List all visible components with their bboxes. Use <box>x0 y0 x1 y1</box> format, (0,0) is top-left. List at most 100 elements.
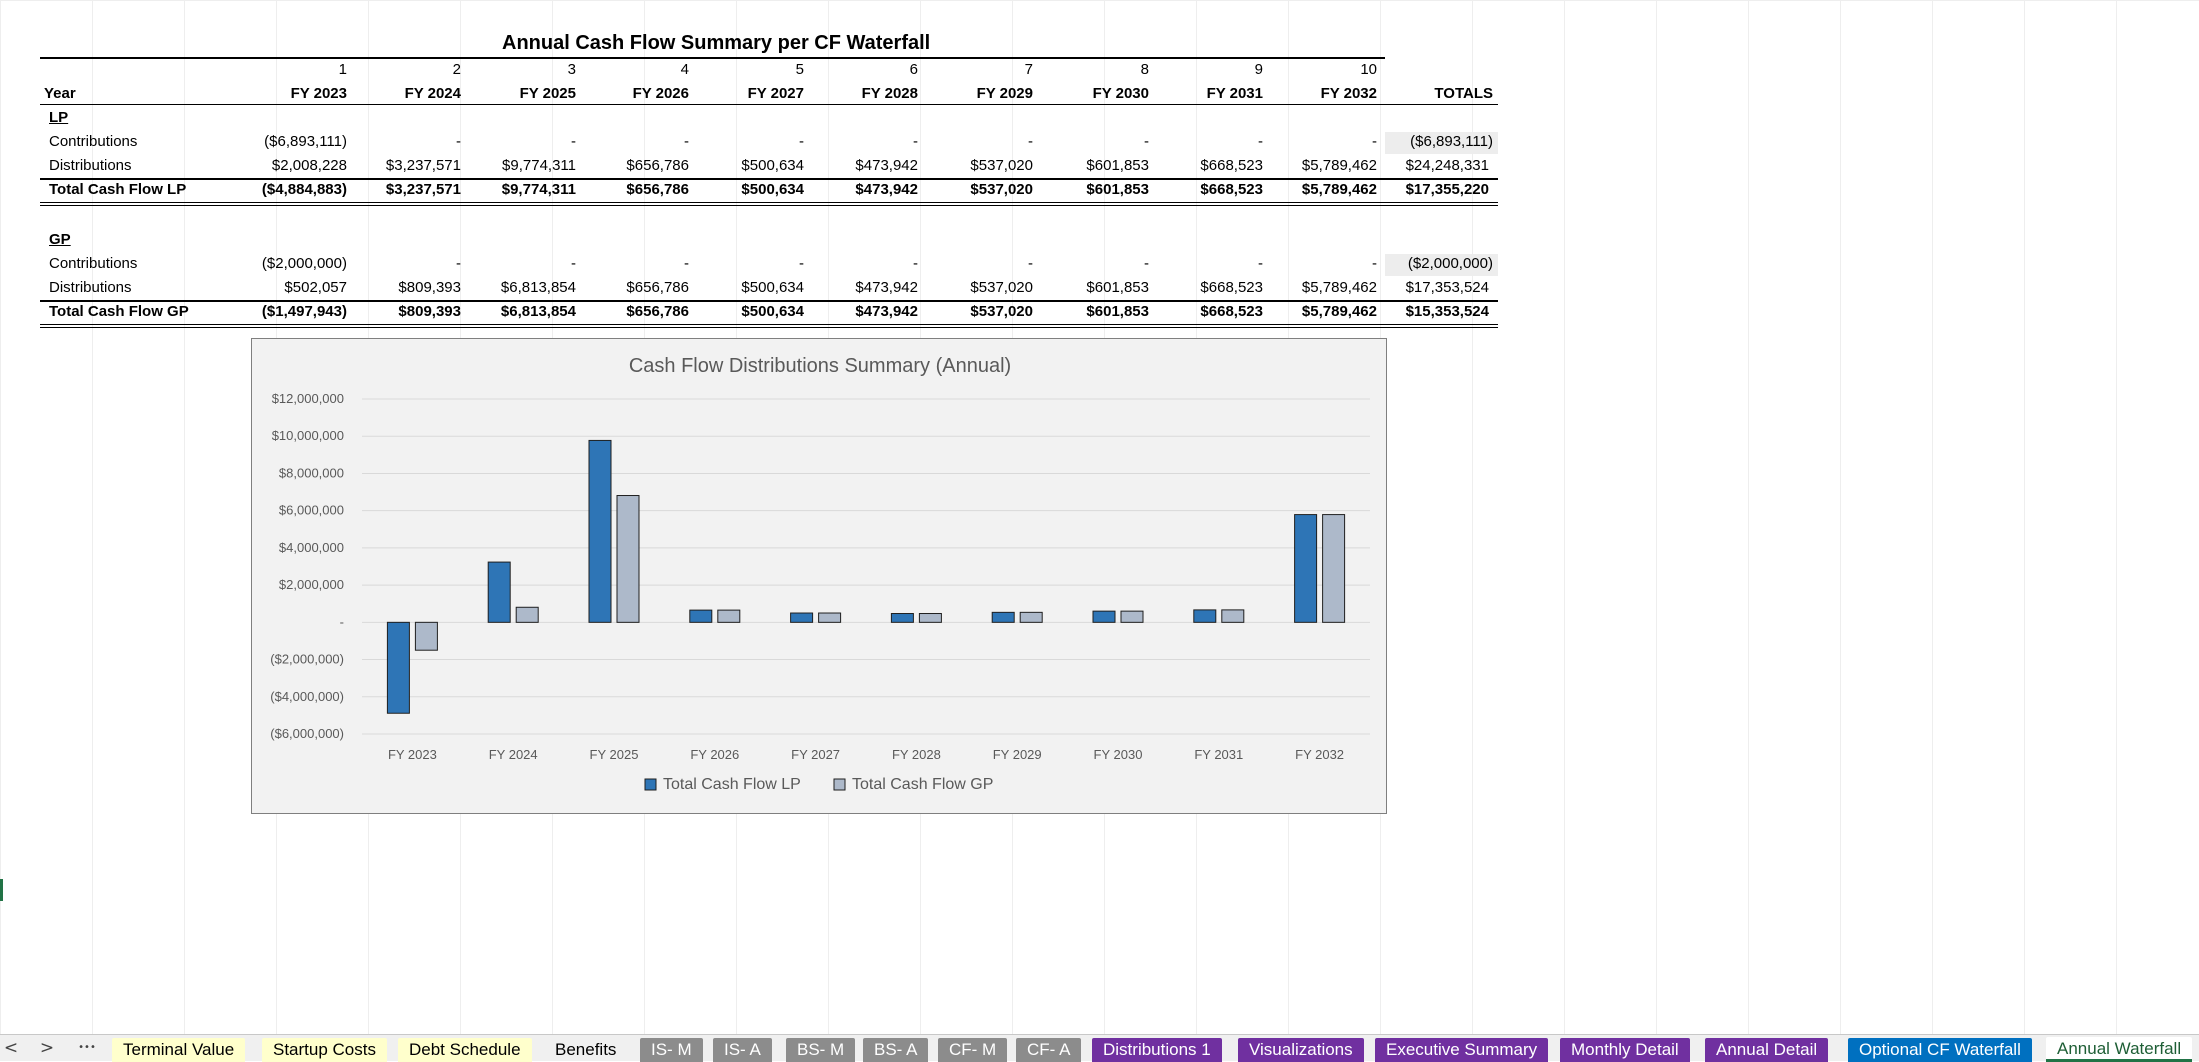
bar-lp <box>1294 514 1318 623</box>
gp-distributions-cell: $6,813,854 <box>500 279 576 296</box>
lp-contributions-cell: - <box>1372 133 1377 150</box>
lp-contributions-cell: - <box>799 133 804 150</box>
y-tick-label: - <box>340 614 344 629</box>
sheet-tab[interactable]: Annual Waterfall <box>2046 1037 2193 1062</box>
lp-total-cell: $537,020 <box>970 181 1033 198</box>
bar-lp <box>890 613 914 623</box>
y-tick-label: ($2,000,000) <box>270 652 344 667</box>
gp-contributions-cell: - <box>571 255 576 272</box>
gp-total-cell: $5,789,462 <box>1301 303 1377 320</box>
x-tick-label: FY 2027 <box>791 747 840 762</box>
lp-contributions-cell: ($6,893,111) <box>264 133 347 150</box>
lp-distributions-cell: $601,853 <box>1086 157 1149 174</box>
sheet-tab[interactable]: Visualizations <box>1238 1038 1364 1062</box>
y-tick-label: $12,000,000 <box>272 391 344 406</box>
sheet-tab[interactable]: Debt Schedule <box>398 1038 532 1062</box>
sheet-tab[interactable]: CF- M <box>938 1038 1008 1062</box>
gp-distributions-cell: $5,789,462 <box>1301 279 1377 296</box>
gp-total-cell: $656,786 <box>626 303 689 320</box>
period-number: 6 <box>909 61 918 78</box>
lp-total-cell: $668,523 <box>1200 181 1263 198</box>
gp-total-underline-1 <box>40 324 1498 325</box>
sheet-tab-bar: < > ••• Terminal Value Startup Costs Debt … <box>0 1034 2199 1062</box>
sheet-tab[interactable]: Executive Summary <box>1375 1038 1549 1062</box>
sheet-tab[interactable]: Startup Costs <box>262 1038 387 1062</box>
sheet-tab[interactable]: Optional CF Waterfall <box>1848 1038 2032 1062</box>
sheet-tab[interactable]: CF- A <box>1016 1038 1082 1062</box>
period-number: 2 <box>452 61 461 78</box>
y-tick-label: $8,000,000 <box>279 465 344 480</box>
bar-gp <box>1019 611 1043 623</box>
sheet-tab[interactable]: Benefits <box>555 1040 617 1059</box>
sheet-tab[interactable]: Terminal Value <box>112 1038 246 1062</box>
lp-contributions-total-bg <box>1385 132 1498 154</box>
sheet-tab[interactable]: Distributions 1 <box>1092 1038 1222 1062</box>
sheet-tab[interactable]: Annual Detail <box>1705 1038 1829 1062</box>
period-number: 4 <box>680 61 689 78</box>
bar-gp <box>1120 610 1144 623</box>
lp-total-cell: $473,942 <box>855 181 918 198</box>
gp-total-cell: $6,813,854 <box>500 303 576 320</box>
period-number: 5 <box>795 61 804 78</box>
lp-distributions-cell: $537,020 <box>970 157 1033 174</box>
chart-title: Cash Flow Distributions Summary (Annual) <box>629 355 1011 377</box>
sheet-tab[interactable]: BS- A <box>863 1038 929 1062</box>
spreadsheet-grid[interactable]: Annual Cash Flow Summary per CF Waterfal… <box>0 0 2199 1034</box>
lp-section-label: LP <box>49 109 69 126</box>
lp-contributions-cell: - <box>1028 133 1033 150</box>
lp-total-underline-1 <box>40 202 1498 203</box>
x-tick-label: FY 2031 <box>1194 747 1243 762</box>
cash-flow-chart[interactable]: Cash Flow Distributions Summary (Annual)… <box>251 338 1387 814</box>
year-header: FY 2027 <box>747 85 804 102</box>
lp-total-cell: $500,634 <box>741 181 804 198</box>
x-tick-label: FY 2026 <box>690 747 739 762</box>
gp-total-cell: $809,393 <box>398 303 461 320</box>
tab-scroll-prev-button[interactable]: < <box>3 1038 19 1058</box>
bar-lp <box>991 611 1015 623</box>
year-header: FY 2032 <box>1320 85 1377 102</box>
gp-distributions-cell: $809,393 <box>398 279 461 296</box>
bar-gp <box>515 606 539 623</box>
lp-total-cell: $601,853 <box>1086 181 1149 198</box>
lp-distributions-cell: $5,789,462 <box>1301 157 1377 174</box>
x-tick-label: FY 2023 <box>388 747 437 762</box>
bar-lp <box>588 439 612 623</box>
gp-distributions-cell: $656,786 <box>626 279 689 296</box>
period-number: 1 <box>338 61 347 78</box>
bar-gp <box>818 612 842 623</box>
sheet-tab[interactable]: Monthly Detail <box>1560 1038 1690 1062</box>
gp-contributions-cell: - <box>1258 255 1263 272</box>
sheet-tab[interactable]: IS- M <box>640 1038 703 1062</box>
year-header: FY 2030 <box>1092 85 1149 102</box>
period-number: 3 <box>567 61 576 78</box>
lp-distributions-label: Distributions <box>49 157 132 174</box>
x-tick-label: FY 2030 <box>1094 747 1143 762</box>
gp-contributions-cell: - <box>684 255 689 272</box>
gp-contributions-cell: - <box>1372 255 1377 272</box>
tab-scroll-next-button[interactable]: > <box>39 1038 55 1058</box>
gp-total-label: Total Cash Flow GP <box>49 303 189 320</box>
lp-distributions-cell: $656,786 <box>626 157 689 174</box>
lp-contributions-cell: - <box>1144 133 1149 150</box>
lp-contributions-cell: - <box>571 133 576 150</box>
y-tick-label: ($6,000,000) <box>270 726 344 741</box>
gp-total-cell: $668,523 <box>1200 303 1263 320</box>
gp-contributions-total-bg <box>1385 254 1498 276</box>
gp-contributions-cell: - <box>456 255 461 272</box>
x-tick-label: FY 2028 <box>892 747 941 762</box>
year-header: FY 2029 <box>976 85 1033 102</box>
sheet-tab[interactable]: IS- A <box>713 1038 772 1062</box>
x-tick-label: FY 2029 <box>993 747 1042 762</box>
gp-contributions-cell: - <box>1144 255 1149 272</box>
lp-distributions-cell: $9,774,311 <box>502 157 576 174</box>
year-header: FY 2024 <box>404 85 461 102</box>
bar-gp <box>717 609 741 623</box>
gp-distributions-label: Distributions <box>49 279 132 296</box>
period-number: 10 <box>1360 61 1377 78</box>
legend-swatch <box>644 778 657 791</box>
year-header: FY 2025 <box>519 85 576 102</box>
year-header: FY 2023 <box>290 85 347 102</box>
sheet-tab[interactable]: BS- M <box>786 1038 856 1062</box>
bar-gp <box>918 613 942 623</box>
more-tabs-button[interactable]: ••• <box>78 1042 96 1053</box>
